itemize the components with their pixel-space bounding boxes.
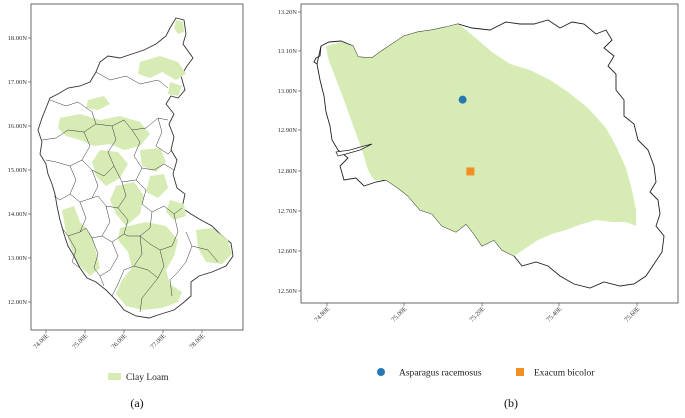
occurrence-points — [458, 95, 475, 176]
coast-line — [313, 45, 322, 65]
study-area — [326, 24, 636, 256]
panel-b-x-tick: 75.40E — [545, 305, 563, 323]
clay-loam-label: Clay Loam — [126, 373, 169, 383]
panel-b-x-tick: 75.00E — [390, 305, 408, 323]
panel-a-legend: Clay Loam — [108, 373, 169, 383]
asparagus-point — [458, 95, 467, 104]
panel-b-y-tick: 12.90N — [278, 127, 298, 134]
exacum-legend-marker — [516, 368, 524, 376]
district-boundaries — [41, 71, 219, 313]
panel-b-x-axis: 74.80E 75.00E 75.20E 75.40E 75.60E — [313, 303, 641, 324]
panel-a-map: 18.00N 17.00N 16.00N 15.00N 14.00N 13.00… — [8, 3, 244, 410]
panel-b-x-tick: 75.60E — [623, 305, 641, 323]
panel-a-y-tick: 12.00N — [8, 299, 28, 306]
panel-a-x-tick: 78.00E — [188, 332, 206, 350]
panel-b-caption: (b) — [504, 396, 518, 410]
coastal-inlet — [335, 143, 373, 157]
clay-loam-areas — [58, 20, 232, 310]
clay-loam-swatch — [108, 373, 121, 380]
exacum-point — [466, 167, 475, 176]
panel-a-y-tick: 15.00N — [8, 167, 28, 174]
exacum-legend-label: Exacum bicolor — [534, 369, 595, 379]
asparagus-legend-marker — [377, 368, 385, 376]
panel-a-x-tick: 74.00E — [32, 332, 50, 350]
panel-b-x-tick: 74.80E — [313, 305, 331, 323]
panel-a-x-tick: 76.00E — [110, 332, 128, 350]
panel-b-y-tick: 13.10N — [278, 48, 298, 55]
panel-b-y-tick: 12.80N — [278, 168, 298, 175]
panel-b-y-tick: 13.20N — [278, 9, 298, 16]
panel-a-caption: (a) — [130, 396, 143, 410]
asparagus-legend-label: Asparagus racemosus — [399, 369, 482, 379]
panel-a-y-tick: 13.00N — [8, 255, 28, 262]
panel-a-y-tick: 16.00N — [8, 123, 28, 130]
panel-a-y-axis: 18.00N 17.00N 16.00N 15.00N 14.00N 13.00… — [8, 35, 31, 306]
panel-b-x-tick: 75.20E — [468, 305, 486, 323]
panel-b-y-tick: 12.50N — [278, 288, 298, 295]
panel-a-y-tick: 14.00N — [8, 211, 28, 218]
panel-b-y-tick: 12.70N — [278, 208, 298, 215]
panel-b-y-tick: 13.00N — [278, 88, 298, 95]
panel-a-x-axis: 74.00E 75.00E 76.00E 77.00E 78.00E — [32, 330, 206, 351]
panel-a-x-tick: 77.00E — [149, 332, 167, 350]
panel-a-y-tick: 18.00N — [8, 35, 28, 42]
panel-b-map: 13.20N 13.10N 13.00N 12.90N 12.80N 12.70… — [278, 3, 679, 410]
panel-a-y-tick: 17.00N — [8, 79, 28, 86]
panel-b-legend: Asparagus racemosus Exacum bicolor — [377, 368, 595, 379]
panel-b-y-tick: 12.60N — [278, 248, 298, 255]
panel-b-y-axis: 13.20N 13.10N 13.00N 12.90N 12.80N 12.70… — [278, 9, 301, 295]
panel-a-x-tick: 75.00E — [71, 332, 89, 350]
